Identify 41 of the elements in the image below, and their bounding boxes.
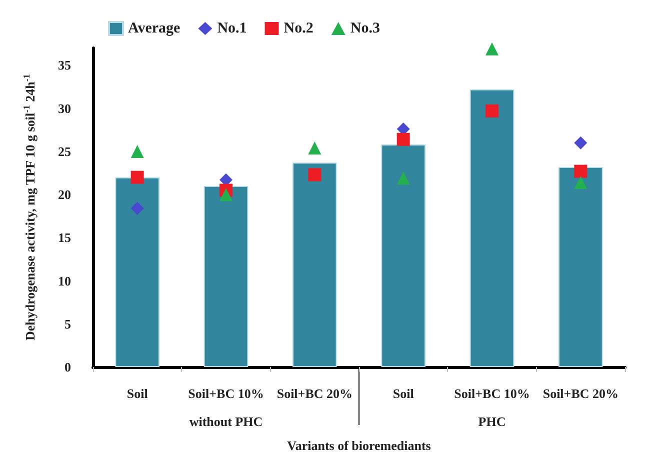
y-tick-label: 30 — [58, 100, 71, 116]
bar — [558, 166, 603, 367]
legend-label: No.1 — [217, 20, 247, 36]
point — [486, 42, 498, 56]
y-tick-label: 10 — [58, 273, 71, 288]
point — [396, 172, 410, 185]
point — [130, 144, 144, 158]
point — [130, 202, 144, 215]
legend-label: Average — [128, 20, 181, 36]
x-axis-title: Variants of bioremediants — [287, 438, 431, 453]
point — [130, 170, 144, 184]
y-tick-label: 5 — [64, 316, 72, 332]
x-tick-label: Soil — [126, 386, 148, 401]
text: PHC — [478, 414, 506, 429]
point — [574, 164, 588, 178]
y-tick-label: 35 — [58, 58, 72, 73]
point — [396, 132, 410, 146]
x-tick-label: Soil+BC 20% — [276, 386, 353, 401]
x-tick-label: Soil+BC 20% — [542, 386, 619, 401]
point — [308, 168, 322, 182]
legend-label: No.2 — [284, 20, 314, 36]
legend-label: No.3 — [350, 20, 380, 36]
x-tick-label: Soil — [392, 386, 414, 401]
x-tick-label: Soil+BC 10% — [188, 386, 264, 401]
y-tick-label: 0 — [64, 360, 71, 374]
bar — [115, 177, 160, 367]
point — [574, 136, 588, 150]
point — [220, 188, 232, 202]
bar — [204, 186, 248, 367]
point — [308, 142, 322, 155]
y-axis-title: Dehydrogenase activity, mg TPF 10 g soil-1 24h-1 — [22, 74, 38, 341]
point — [486, 104, 498, 118]
y-tick-label: 25 — [58, 144, 72, 159]
y-tick-label: 15 — [58, 230, 72, 246]
bar — [470, 89, 514, 367]
x-tick-label: Soil+BC 10% — [454, 386, 530, 401]
point — [574, 176, 588, 189]
bar — [381, 144, 426, 367]
bar — [292, 162, 337, 367]
text: without PHC — [189, 414, 263, 429]
y-tick-label: 20 — [58, 187, 71, 202]
